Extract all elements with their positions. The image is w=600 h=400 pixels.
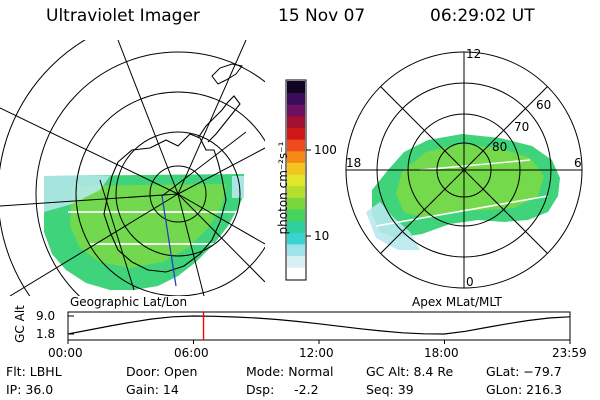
info-mode: Mode: Normal bbox=[246, 364, 334, 379]
mag-swath-stripe bbox=[419, 159, 531, 171]
colorbar-swatch bbox=[287, 255, 305, 268]
geo-lat-circle bbox=[75, 91, 265, 296]
mlt-label-0: 0 bbox=[466, 275, 474, 289]
info-gain: Gain: 14 bbox=[126, 382, 179, 397]
geo-lon-line bbox=[117, 40, 179, 195]
colorbar-swatch bbox=[287, 139, 305, 152]
mlat-label-60: 60 bbox=[536, 98, 552, 112]
geo-south-america bbox=[211, 63, 243, 85]
colorbar-swatch bbox=[287, 92, 305, 105]
altitude-plot bbox=[67, 311, 571, 344]
altitude-ytick-label: 1.8 bbox=[36, 327, 56, 341]
colorbar-swatch bbox=[287, 81, 305, 94]
colorbar-swatch bbox=[287, 104, 305, 117]
geo-meridian-mark bbox=[99, 179, 135, 291]
altitude-xtick-label: 23:59 bbox=[552, 346, 587, 360]
colorbar-swatch bbox=[287, 244, 305, 257]
colorbar-tick-label-100: 100 bbox=[314, 143, 337, 157]
geo-meridian-mark bbox=[161, 131, 247, 197]
colorbar-swatch bbox=[287, 115, 305, 128]
mlat-label-80: 80 bbox=[492, 140, 508, 154]
altitude-ylabel: GC Alt bbox=[13, 305, 27, 343]
geo-lat-circle bbox=[35, 51, 265, 296]
colorbar-swatch bbox=[287, 127, 305, 140]
colorbar-swatch bbox=[287, 220, 305, 233]
geo-aurora-core bbox=[70, 184, 226, 268]
altitude-series-line bbox=[67, 315, 570, 335]
mag-swath-stripe bbox=[375, 195, 549, 227]
altitude-xtick-label: 06:00 bbox=[174, 346, 209, 360]
geo-lon-line bbox=[177, 193, 265, 283]
mag-aurora-edge bbox=[366, 202, 420, 250]
satellite-track bbox=[161, 195, 177, 287]
colorbar-swatch bbox=[287, 267, 305, 280]
magnetic-map bbox=[345, 51, 583, 289]
info-seq: Seq: 39 bbox=[366, 382, 414, 397]
mlt-line-diag bbox=[380, 86, 548, 254]
colorbar-swatch bbox=[287, 162, 305, 175]
geographic-map-label: Geographic Lat/Lon bbox=[70, 295, 188, 309]
info-glon: GLon: 216.3 bbox=[486, 382, 562, 397]
geo-lon-line bbox=[177, 193, 205, 296]
colorbar-swatch bbox=[287, 209, 305, 222]
colorbar-swatch bbox=[287, 150, 305, 163]
time-label: 06:29:02 UT bbox=[430, 6, 535, 26]
altitude-xtick-label: 12:00 bbox=[299, 346, 334, 360]
mlt-label-12: 12 bbox=[466, 47, 482, 61]
geo-lat-circle bbox=[149, 165, 207, 223]
geo-lon-line bbox=[9, 193, 179, 296]
info-ip: IP: 36.0 bbox=[6, 382, 54, 397]
mlt-label-6: 6 bbox=[574, 156, 582, 170]
colorbar-frame bbox=[285, 79, 307, 281]
colorbar-tick-label-10: 10 bbox=[314, 229, 330, 243]
colorbar-unit-label: photon cm⁻²s⁻¹ bbox=[276, 141, 290, 235]
colorbar-swatch bbox=[287, 232, 305, 245]
geo-lon-line bbox=[177, 193, 265, 245]
colorbar-swatch bbox=[287, 197, 305, 210]
geo-lon-line bbox=[177, 40, 247, 195]
info-glat: GLat: −79.7 bbox=[486, 364, 562, 379]
altitude-xtick-label: 00:00 bbox=[48, 346, 83, 360]
geo-lon-line bbox=[177, 147, 265, 195]
colorbar-swatch bbox=[287, 174, 305, 187]
info-door: Door: Open bbox=[126, 364, 198, 379]
date-label: 15 Nov 07 bbox=[278, 6, 366, 26]
geo-coastline bbox=[103, 133, 227, 273]
geo-lon-line bbox=[0, 193, 179, 207]
colorbar-swatch bbox=[287, 185, 305, 198]
magnetic-map-label: Apex MLat/MLT bbox=[412, 295, 502, 309]
geo-lon-line bbox=[0, 107, 179, 195]
geo-peninsula bbox=[197, 95, 241, 143]
geo-aurora-edge bbox=[44, 176, 110, 212]
geo-aurora-edge-right bbox=[232, 176, 244, 198]
geo-lat-circle bbox=[115, 131, 241, 257]
instrument-title: Ultraviolet Imager bbox=[46, 6, 200, 26]
geographic-map bbox=[0, 40, 265, 296]
info-gc-alt: GC Alt: 8.4 Re bbox=[366, 364, 454, 379]
info-filter: Flt: LBHL bbox=[6, 364, 62, 379]
mlt-label-18: 18 bbox=[346, 156, 362, 170]
altitude-ytick-label: 9.0 bbox=[36, 309, 56, 323]
info-dsp: Dsp: -2.2 bbox=[246, 382, 319, 397]
mlat-label-70: 70 bbox=[514, 120, 530, 134]
altitude-xtick-label: 18:00 bbox=[424, 346, 459, 360]
colorbar bbox=[285, 79, 311, 281]
